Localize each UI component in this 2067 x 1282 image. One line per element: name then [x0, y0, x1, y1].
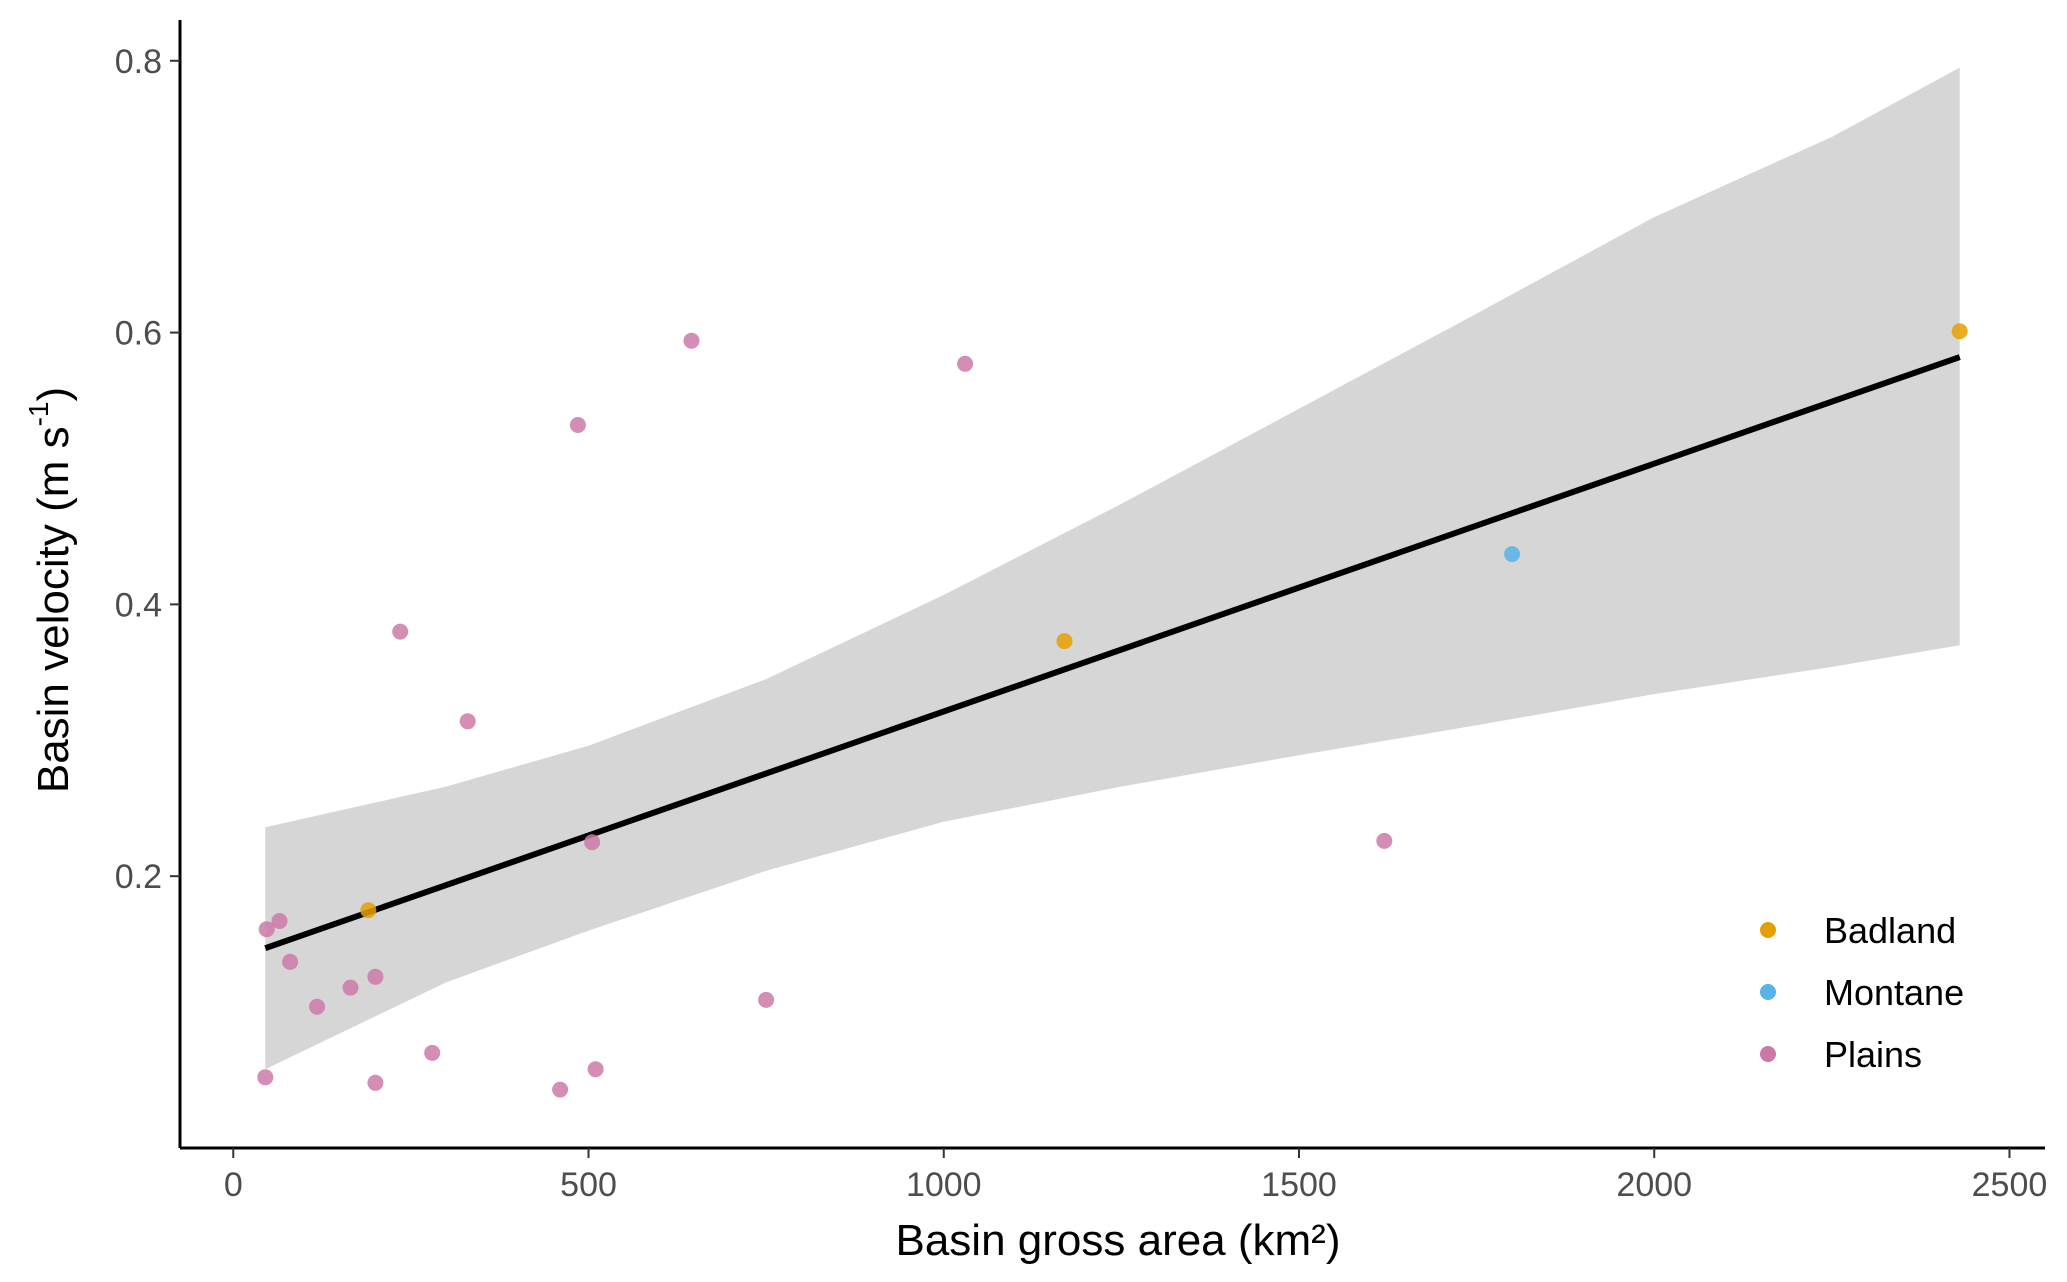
data-point-plains [569, 417, 586, 433]
legend-key-plains [1760, 1046, 1776, 1062]
data-point-plains [271, 913, 288, 929]
x-tick-label: 1000 [906, 1166, 982, 1204]
y-tick-label: 0.6 [115, 315, 162, 353]
data-point-plains [392, 623, 409, 640]
y-tick-label: 0.8 [115, 43, 162, 81]
data-point-plains [584, 834, 601, 851]
x-tick-label: 500 [560, 1166, 617, 1204]
confidence-band-layer [265, 67, 1960, 1070]
data-point-plains [257, 1069, 274, 1086]
data-point-badland [1951, 323, 1968, 340]
y-axis-title-main: Basin velocity (m s [29, 426, 78, 793]
x-tick-label: 0 [224, 1166, 243, 1204]
data-point-plains [258, 921, 275, 938]
data-points-layer [257, 323, 1968, 1098]
data-point-plains [367, 968, 384, 985]
y-axis-title-close: ) [29, 387, 78, 402]
data-point-plains [758, 991, 775, 1008]
data-point-plains [342, 979, 359, 996]
data-point-badland [1056, 633, 1073, 650]
y-axis-title-superscript: -1 [23, 401, 54, 426]
y-tick-label: 0.4 [115, 586, 162, 624]
legend-label-badland: Badland [1824, 910, 1956, 951]
data-point-plains [587, 1061, 604, 1078]
data-point-plains [424, 1044, 441, 1061]
data-point-plains [282, 953, 299, 970]
ticks-layer: 0 500 1000 1500 2000 2500 0.2 0.4 0.6 0.8 [115, 43, 2048, 1204]
x-tick-label: 2000 [1616, 1166, 1692, 1204]
legend-label-plains: Plains [1824, 1034, 1922, 1075]
data-point-montane [1504, 546, 1521, 563]
data-point-plains [367, 1074, 384, 1091]
x-tick-label: 1500 [1261, 1166, 1337, 1204]
data-point-plains [683, 332, 700, 349]
trend-line [264, 354, 1961, 952]
trend-line-layer [264, 354, 1961, 952]
axes-layer [178, 20, 2045, 1150]
confidence-band [265, 67, 1960, 1070]
data-point-badland [360, 902, 377, 919]
x-tick-label: 2500 [1972, 1166, 2048, 1204]
y-axis-title: Basin velocity (m s-1) [23, 387, 78, 793]
data-point-plains [309, 998, 326, 1015]
data-point-plains [957, 355, 974, 372]
y-tick-label: 0.2 [115, 858, 162, 896]
legend-key-badland [1760, 922, 1776, 938]
legend-key-montane [1760, 984, 1776, 1000]
data-point-plains [1376, 832, 1393, 849]
x-axis-title: Basin gross area (km²) [895, 1216, 1340, 1265]
data-point-plains [552, 1081, 569, 1098]
legend-label-montane: Montane [1824, 972, 1964, 1013]
legend: Badland Montane Plains [1760, 910, 1964, 1075]
data-point-plains [459, 713, 476, 730]
